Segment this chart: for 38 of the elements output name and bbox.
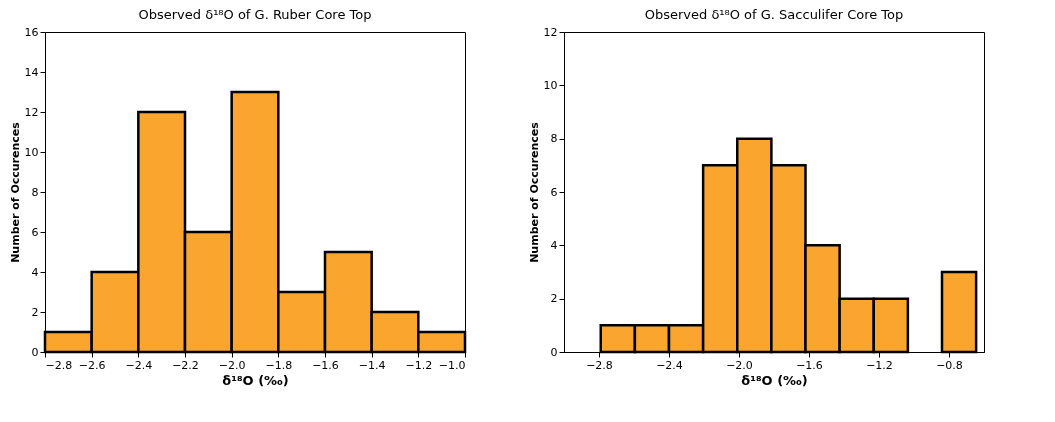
x-tick-label: −1.6 bbox=[312, 358, 339, 372]
y-tick-label: 4 bbox=[550, 238, 558, 252]
y-tick-label: 8 bbox=[31, 185, 39, 199]
x-tick-label: −1.2 bbox=[866, 358, 893, 372]
x-tick-label: −1.0 bbox=[438, 358, 466, 372]
x-tick-label: −1.8 bbox=[265, 358, 293, 372]
x-tick-label: −2.4 bbox=[125, 358, 153, 372]
y-tick-label: 4 bbox=[31, 265, 39, 279]
chart-title: Observed δ¹⁸O of G. Sacculifer Core Top bbox=[644, 7, 904, 22]
x-tick-label: −1.2 bbox=[405, 358, 433, 372]
y-tick-label: 0 bbox=[550, 345, 558, 359]
x-tick-label: −2.4 bbox=[656, 358, 683, 372]
y-tick-label: 2 bbox=[550, 292, 558, 306]
x-tick-label: −2.2 bbox=[172, 358, 199, 372]
y-tick-label: 8 bbox=[550, 132, 558, 146]
x-tick-label: −1.6 bbox=[796, 358, 823, 372]
y-tick-label: 6 bbox=[31, 225, 39, 239]
x-tick-label: −2.8 bbox=[586, 358, 613, 372]
y-tick-label: 0 bbox=[31, 345, 39, 359]
x-tick-label: −2.0 bbox=[218, 358, 246, 372]
y-tick-label: 2 bbox=[31, 305, 39, 319]
y-tick-label: 12 bbox=[24, 105, 39, 119]
y-tick-label: 10 bbox=[24, 145, 39, 159]
x-tick-label: −2.6 bbox=[78, 358, 106, 372]
x-tick-label: −0.8 bbox=[936, 358, 963, 372]
y-tick-label: 16 bbox=[24, 25, 39, 39]
y-tick-label: 6 bbox=[550, 185, 558, 199]
x-axis-title: δ¹⁸O (‰) bbox=[222, 372, 289, 388]
x-axis-title: δ¹⁸O (‰) bbox=[741, 372, 808, 388]
chart-title: Observed δ¹⁸O of G. Ruber Core Top bbox=[138, 7, 372, 22]
x-tick-label: −1.4 bbox=[358, 358, 386, 372]
y-tick-label: 10 bbox=[543, 78, 558, 92]
y-tick-label: 12 bbox=[543, 25, 558, 39]
x-tick-label: −2.8 bbox=[45, 358, 73, 372]
y-axis-title: Number of Occurences bbox=[527, 121, 541, 263]
x-tick-label: −2.0 bbox=[726, 358, 753, 372]
y-axis-title: Number of Occurences bbox=[8, 121, 22, 263]
y-tick-label: 14 bbox=[24, 65, 39, 79]
